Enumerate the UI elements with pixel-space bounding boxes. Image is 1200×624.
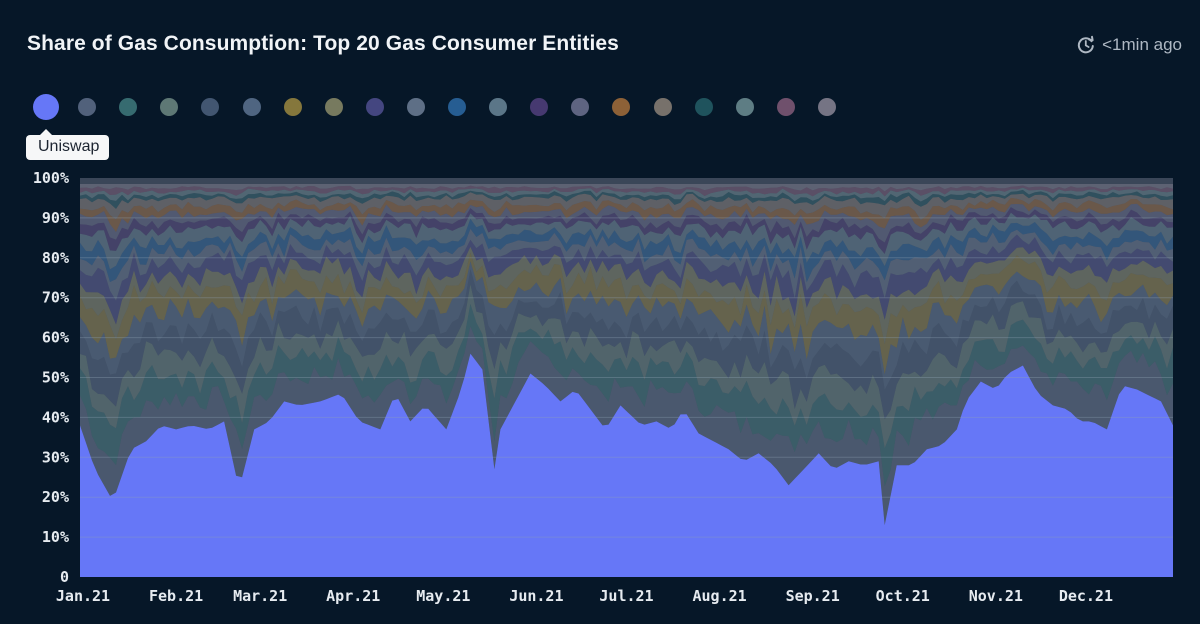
last-updated-text: <1min ago xyxy=(1102,35,1182,54)
legend-dot-entity-3[interactable] xyxy=(119,98,138,116)
area-entity-3 xyxy=(80,303,1173,487)
area-entity-12 xyxy=(80,212,1173,270)
legend-dot-entity-15[interactable] xyxy=(612,98,631,116)
chart-title: Share of Gas Consumption: Top 20 Gas Con… xyxy=(27,32,619,55)
legend-dot-entity-9[interactable] xyxy=(365,98,384,116)
legend-dot-entity-19[interactable] xyxy=(776,98,795,116)
legend-dot-entity-7[interactable] xyxy=(283,98,302,116)
x-tick-label: Oct.21 xyxy=(876,587,930,605)
y-tick-label: 70% xyxy=(42,289,69,307)
series-areas xyxy=(80,178,1173,577)
legend-dot-entity-18[interactable] xyxy=(735,98,754,116)
y-tick-label: 10% xyxy=(42,528,69,546)
y-tick-label: 60% xyxy=(42,329,69,347)
x-tick-label: Dec.21 xyxy=(1059,587,1113,605)
x-tick-label: Nov.21 xyxy=(969,587,1023,605)
x-tick-label: Jun.21 xyxy=(509,587,563,605)
legend-dot-entity-8[interactable] xyxy=(324,98,343,116)
y-tick-label: 50% xyxy=(42,369,69,387)
x-tick-label: Sep.21 xyxy=(786,587,840,605)
legend-dot-entity-12[interactable] xyxy=(489,98,508,116)
area-entity-7 xyxy=(80,252,1173,375)
area-entity-13 xyxy=(80,207,1173,254)
legend-dot-entity-14[interactable] xyxy=(571,98,590,116)
area-entity-20 xyxy=(80,183,1173,192)
area-uniswap xyxy=(80,353,1173,577)
x-tick-label: Jul.21 xyxy=(599,587,653,605)
legend-dot-entity-4[interactable] xyxy=(160,98,179,116)
x-tick-label: Feb.21 xyxy=(149,587,203,605)
legend-dot-entity-2[interactable] xyxy=(78,98,97,116)
legend-dot-entity-11[interactable] xyxy=(448,98,466,116)
area-entity-14 xyxy=(80,203,1173,243)
x-tick-label: Apr.21 xyxy=(326,587,380,605)
area-entity-8 xyxy=(80,246,1173,345)
legend-dot-entity-10[interactable] xyxy=(406,98,425,116)
legend-dot-entity-20[interactable] xyxy=(817,98,836,116)
legend-tooltip: Uniswap xyxy=(26,129,110,160)
refresh-clock-icon xyxy=(1077,35,1094,54)
area-entity-17 xyxy=(80,189,1173,209)
area-entity-6 xyxy=(80,261,1173,390)
area-entity-18 xyxy=(80,187,1173,202)
area-entity-16 xyxy=(80,192,1173,220)
legend-dot-entity-13[interactable] xyxy=(530,98,549,116)
legend-dot-entity-6[interactable] xyxy=(242,98,261,116)
last-updated: <1min ago xyxy=(1076,35,1182,55)
x-tick-label: Mar.21 xyxy=(233,587,287,605)
area-entity-2 xyxy=(80,326,1173,526)
x-tick-label: May.21 xyxy=(416,587,470,605)
y-tick-label: 90% xyxy=(42,209,69,227)
area-entity-4 xyxy=(80,284,1173,449)
y-tick-label: 100% xyxy=(33,169,69,187)
y-tick-label: 80% xyxy=(42,249,69,267)
legend-dot-entity-16[interactable] xyxy=(653,98,672,116)
area-entity-5 xyxy=(80,269,1173,420)
legend-dot-entity-17[interactable] xyxy=(694,98,713,116)
y-tick-label: 0 xyxy=(60,568,69,586)
legend-dot-entity-5[interactable] xyxy=(201,98,220,116)
gridlines xyxy=(80,217,1173,538)
area-entity-19 xyxy=(80,185,1173,197)
y-tick-label: 20% xyxy=(42,488,69,506)
area-entity-15 xyxy=(80,197,1173,232)
y-tick-label: 30% xyxy=(42,448,69,466)
area-entity-9 xyxy=(80,234,1173,325)
x-axis: Jan.21 Feb.21 Mar.21 Apr.21 May.21 Jun.21 Jul.… xyxy=(56,587,1113,605)
y-tick-label: 40% xyxy=(42,408,69,426)
x-tick-label: Jan.21 xyxy=(56,587,110,605)
legend-dot-uniswap[interactable] xyxy=(33,94,59,120)
y-axis: 0 10% 20% 30% 40% 50% 60% 70% 80% 90% 100% xyxy=(33,169,69,586)
x-tick-label: Aug.21 xyxy=(692,587,746,605)
